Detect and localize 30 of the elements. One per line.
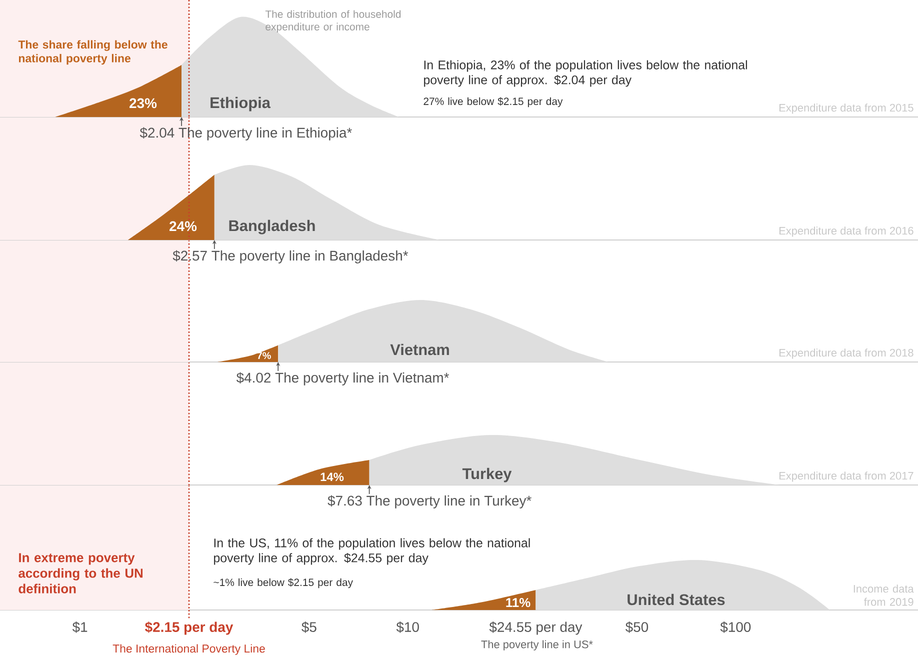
annotation: The distribution of household expenditure or income	[265, 10, 401, 33]
annotation: $7.63 The poverty line in Turkey*	[328, 495, 532, 508]
annotation: $2.04 The poverty line in Ethiopia*	[140, 127, 352, 140]
x-tick-label: $1	[72, 622, 88, 633]
annotation: 24%	[170, 221, 197, 232]
annotation: In the US, 11% of the population lives below the national poverty line of approx. $24.55 per day	[214, 538, 530, 565]
x-tick-label: $5	[302, 622, 316, 633]
annotation: United States	[628, 594, 725, 606]
annotation: In Ethiopia, 23% of the population lives below the national poverty line of approx. $2.04 per day	[424, 60, 747, 87]
band-label: In extreme poverty according to the UN definition	[18, 553, 143, 594]
x-tick-label: $2.15 per day	[144, 622, 234, 635]
annotation: The share falling below the national poverty line	[18, 40, 168, 65]
x-tick-label: $10	[396, 622, 419, 633]
annotation: 23%	[130, 98, 157, 108]
annotation: 27% live below $2.15 per day	[424, 97, 563, 108]
annotation: Bangladesh	[229, 220, 315, 234]
annotation: ~1% live below $2.15 per day	[214, 578, 353, 588]
annotation: Ethiopia	[210, 96, 271, 112]
annotation: Vietnam	[390, 344, 449, 356]
x-tick-label: $100	[720, 622, 751, 633]
annotation: 11%	[506, 598, 530, 608]
x-tick-label: $50	[625, 622, 648, 633]
ref-line-label: The International Poverty Line	[112, 644, 265, 655]
annotation: Turkey	[462, 468, 512, 482]
annotation: $2.57 The poverty line in Bangladesh*	[172, 250, 408, 264]
annotation: $4.02 The poverty line in Vietnam*	[236, 372, 450, 386]
annotation: 14%	[320, 472, 344, 482]
text: The poverty line in US*	[481, 640, 593, 650]
x-tick-label: $24.55 per day	[489, 622, 582, 635]
annotation: 7%	[257, 352, 271, 360]
